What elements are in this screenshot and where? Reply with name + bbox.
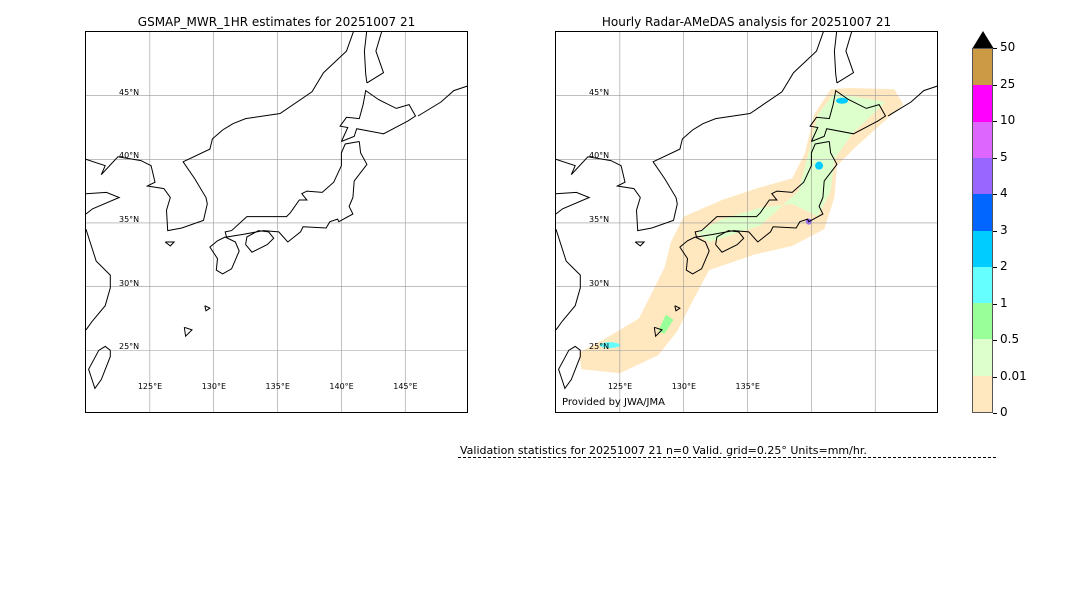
- lon-label: 145°E: [393, 382, 418, 391]
- colorbar-tick: [993, 340, 997, 341]
- lat-label: 30°N: [589, 278, 610, 288]
- coastline: [556, 32, 824, 232]
- colorbar-tick-label: 3: [1000, 222, 1008, 237]
- colorbar-tick: [993, 413, 997, 414]
- lon-label: 140°E: [329, 382, 354, 391]
- rain-cell: [836, 97, 849, 104]
- lat-label: 30°N: [119, 278, 140, 288]
- coastline: [339, 89, 417, 142]
- coastline: [809, 89, 887, 142]
- lon-label: 125°E: [607, 382, 633, 391]
- coastline: [86, 32, 354, 232]
- lat-label: 40°N: [119, 151, 140, 161]
- lon-label: 130°E: [671, 382, 697, 391]
- colorbar-tick: [993, 194, 997, 195]
- credit-text: Provided by JWA/JMA: [562, 397, 665, 408]
- colorbar-segment: [973, 84, 992, 122]
- colorbar-tick-label: 0.5: [1000, 332, 1020, 346]
- coastline: [556, 229, 581, 331]
- right-map-title: Hourly Radar-AMeDAS analysis for 2025100…: [601, 15, 892, 29]
- colorbar-segment: [973, 338, 992, 376]
- coastline: [674, 305, 681, 312]
- colorbar-extend-arrow: [972, 31, 994, 49]
- rain-area-light: [696, 93, 886, 242]
- colorbar-tick: [993, 48, 997, 49]
- left-map-title: GSMAP_MWR_1HR estimates for 20251007 21: [137, 15, 416, 29]
- coastline: [209, 236, 240, 275]
- coastline: [164, 241, 176, 247]
- lat-label: 35°N: [589, 214, 610, 224]
- colorbar-tick: [993, 157, 997, 159]
- validation-text: Validation statistics for 20251007 21 n=…: [460, 444, 867, 457]
- colorbar-segment: [973, 193, 992, 231]
- colorbar-tick-label: 0.01: [1000, 368, 1027, 383]
- lat-label: 25°N: [589, 342, 610, 352]
- rain-cell: [599, 342, 620, 349]
- colorbar: [972, 48, 993, 413]
- coastline: [833, 32, 855, 84]
- coastline: [363, 32, 385, 84]
- colorbar-tick-label: 25: [1000, 76, 1016, 91]
- coastline: [224, 141, 368, 243]
- coastline: [417, 85, 467, 117]
- lon-label: 125°E: [137, 382, 163, 391]
- colorbar-tick: [993, 303, 997, 305]
- colorbar-tick-label: 50: [1000, 40, 1016, 54]
- coastline: [88, 345, 111, 390]
- coastline: [558, 345, 581, 390]
- colorbar-tick-label: 1: [1000, 295, 1008, 310]
- colorbar-tick-label: 0: [1000, 405, 1008, 419]
- colorbar-segment: [973, 48, 992, 86]
- colorbar-segment: [973, 230, 992, 267]
- right-map: Provided by JWA/JMA 45°N 40°N 35°N 30°N 25°N…: [555, 31, 938, 413]
- colorbar-tick-label: 4: [1000, 186, 1008, 200]
- lat-label: 45°N: [589, 87, 610, 97]
- colorbar-segment: [973, 302, 992, 340]
- colorbar-tick-label: 10: [1000, 113, 1016, 127]
- coastline: [204, 305, 211, 312]
- lat-label: 40°N: [589, 151, 610, 161]
- colorbar-segment: [973, 266, 992, 304]
- rain-area-moderate: [658, 314, 674, 334]
- lon-label: 135°E: [735, 382, 760, 391]
- coastline: [634, 241, 646, 247]
- coastline: [715, 230, 745, 253]
- coastline: [183, 326, 193, 338]
- colorbar-segment: [973, 157, 992, 195]
- left-map: 45°N 40°N 35°N 30°N 25°N 125°E 130°E 135°E 140°E…: [85, 31, 468, 413]
- lon-label: 130°E: [201, 382, 227, 391]
- colorbar-tick: [993, 121, 997, 122]
- coastline: [694, 141, 838, 243]
- lat-label: 25°N: [119, 342, 140, 352]
- coastline: [245, 230, 275, 253]
- colorbar-tick: [993, 376, 997, 378]
- colorbar-tick-label: 5: [1000, 149, 1008, 164]
- rain-cell: [815, 161, 824, 170]
- colorbar-segment: [973, 375, 992, 412]
- colorbar-tick: [993, 230, 997, 232]
- colorbar-segment: [973, 121, 992, 158]
- coastline: [679, 236, 710, 275]
- coastline: [86, 191, 121, 215]
- validation-divider: [458, 457, 996, 458]
- coastline: [556, 191, 591, 215]
- coastline: [887, 85, 937, 117]
- colorbar-tick-label: 2: [1000, 259, 1008, 273]
- lat-label: 35°N: [119, 214, 140, 224]
- colorbar-tick: [993, 84, 997, 86]
- coastline: [86, 229, 111, 331]
- lat-label: 45°N: [119, 87, 140, 97]
- coastline: [653, 326, 663, 338]
- lon-label: 135°E: [265, 382, 290, 391]
- colorbar-tick: [993, 267, 997, 268]
